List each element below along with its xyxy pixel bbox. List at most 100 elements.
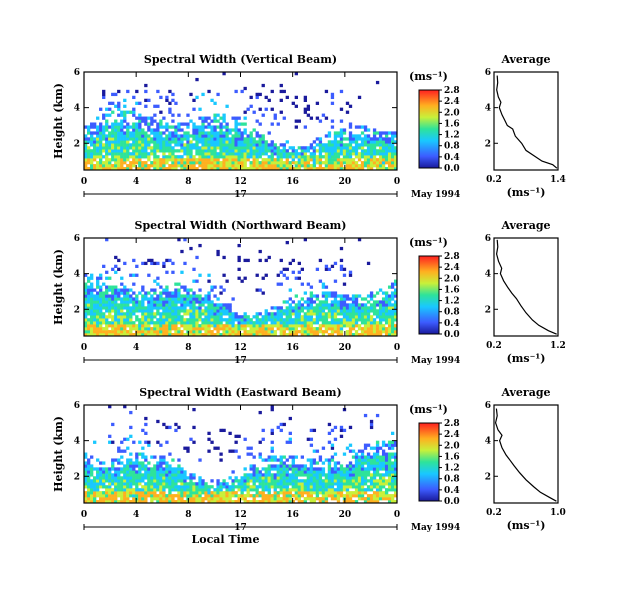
heatmap-cell <box>132 303 136 307</box>
heatmap-cell <box>114 288 118 292</box>
heatmap-cell <box>288 167 292 171</box>
heatmap-cell <box>102 315 106 319</box>
heatmap-cell <box>390 146 395 150</box>
heatmap-cell <box>282 318 286 322</box>
heatmap-cell <box>390 482 395 486</box>
heatmap-cell <box>255 161 259 165</box>
heatmap-cell <box>315 488 320 492</box>
heatmap-cell <box>252 470 256 474</box>
heatmap-cell <box>156 140 160 144</box>
heatmap-cell <box>339 485 344 489</box>
colorbar <box>418 422 440 502</box>
heatmap-cell <box>354 491 359 495</box>
heatmap-cell <box>156 494 160 498</box>
heatmap-cell <box>390 312 395 316</box>
heatmap-cell <box>96 297 100 301</box>
heatmap-cell <box>129 473 133 477</box>
heatmap-cell <box>324 482 329 486</box>
heatmap-cell <box>99 494 103 498</box>
heatmap-cell <box>324 267 329 271</box>
heatmap-cell <box>180 249 184 254</box>
heatmap-cell <box>375 137 380 141</box>
heatmap-cell <box>126 464 130 468</box>
heatmap-cell <box>372 497 377 501</box>
heatmap-cell <box>114 470 118 474</box>
heatmap-cell <box>360 467 365 471</box>
heatmap-cell <box>126 309 130 313</box>
heatmap-cell <box>297 152 301 156</box>
heatmap-cell <box>126 482 130 486</box>
heatmap-cell <box>300 333 304 337</box>
heatmap-cell <box>279 458 283 462</box>
heatmap-cell <box>366 146 371 150</box>
heatmap-cell <box>345 488 350 492</box>
heatmap-cell <box>168 500 172 504</box>
heatmap-cell <box>306 155 311 159</box>
heatmap-cell <box>387 500 392 504</box>
heatmap-cell <box>198 116 202 120</box>
heatmap-cell <box>384 149 389 153</box>
heatmap-cell <box>210 134 214 138</box>
heatmap-cell <box>177 500 181 504</box>
heatmap-cell <box>339 482 344 486</box>
heatmap-cell <box>219 143 223 147</box>
heatmap-cell <box>306 437 311 441</box>
heatmap-cell <box>198 333 202 337</box>
heatmap-cell <box>375 131 380 135</box>
heatmap-cell <box>327 312 332 316</box>
heatmap-cell <box>159 291 163 295</box>
heatmap-cell <box>366 149 371 153</box>
heatmap-cell <box>201 297 205 301</box>
heatmap-cell <box>102 164 106 168</box>
heatmap-cell <box>348 131 353 135</box>
heatmap-cell <box>159 297 163 301</box>
heatmap-cell <box>282 149 286 153</box>
heatmap-cell <box>384 158 389 162</box>
heatmap-cell <box>96 473 100 477</box>
heatmap-cell <box>387 455 392 459</box>
heatmap-cell <box>204 297 208 301</box>
heatmap-cell <box>297 303 301 307</box>
heatmap-cell <box>204 491 208 495</box>
heatmap-cell <box>279 312 283 316</box>
heatmap-cell <box>117 458 121 462</box>
heatmap-cell <box>333 491 338 495</box>
heatmap-cell <box>393 131 398 135</box>
heatmap-cell <box>213 164 217 168</box>
heatmap-cell <box>117 146 121 150</box>
heatmap-cell <box>303 488 308 492</box>
heatmap-cell <box>216 146 220 150</box>
heatmap-cell <box>174 482 178 486</box>
heatmap-cell <box>108 488 112 492</box>
heatmap-cell <box>312 149 317 153</box>
heatmap-cell <box>120 449 124 453</box>
heatmap-cell <box>384 482 389 486</box>
heatmap-cell <box>291 306 295 310</box>
heatmap-cell <box>381 161 386 165</box>
heatmap-cell <box>336 294 341 298</box>
heatmap-cell <box>144 122 148 126</box>
heatmap-cell <box>315 137 320 141</box>
heatmap-cell <box>282 146 286 150</box>
heatmap-cell <box>135 318 139 322</box>
heatmap-cell <box>156 482 160 486</box>
heatmap-cell <box>156 143 160 147</box>
heatmap-cell <box>207 291 211 295</box>
heatmap-cell <box>369 167 374 171</box>
heatmap-cell <box>189 333 193 337</box>
heatmap-cell <box>255 134 259 138</box>
heatmap-cell <box>165 312 169 316</box>
heatmap-cell <box>129 500 133 504</box>
heatmap-cell <box>267 482 271 486</box>
heatmap-cell <box>336 333 341 337</box>
heatmap-cell <box>114 137 118 141</box>
heatmap-cell <box>315 303 320 307</box>
heatmap-cell <box>225 152 229 156</box>
heatmap-cell <box>387 315 392 319</box>
heatmap-cell <box>360 297 365 301</box>
heatmap-cell <box>378 300 383 304</box>
heatmap-cell <box>372 452 377 456</box>
heatmap-cell <box>207 318 211 322</box>
heatmap-cell <box>111 333 115 337</box>
heatmap-cell <box>174 494 178 498</box>
